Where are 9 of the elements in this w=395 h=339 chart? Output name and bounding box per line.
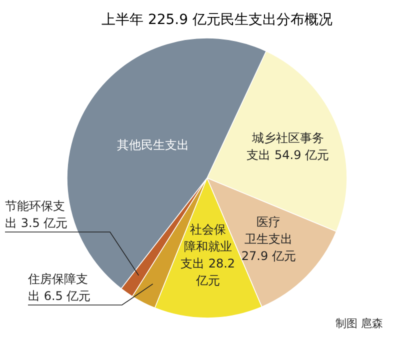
data-label: 27.9 亿元 <box>241 249 296 264</box>
text: 制图 扈森 <box>336 317 383 330</box>
slice-label: 社会保障和就业支出 28.2 亿元 <box>180 222 236 288</box>
slice-label: 医疗卫生支出 <box>244 215 293 246</box>
slice-label: 其他民生支出 <box>117 138 190 152</box>
slice-label: 城乡社区事务支出 54.9 亿元 <box>246 131 330 162</box>
slice-label: 节能环保支出 3.5 亿元 <box>5 199 68 230</box>
chart-title: 上半年 225.9 亿元民生支出分布概况 <box>102 12 332 28</box>
slice-label: 住房保障支出 6.5 亿元 <box>27 272 91 303</box>
